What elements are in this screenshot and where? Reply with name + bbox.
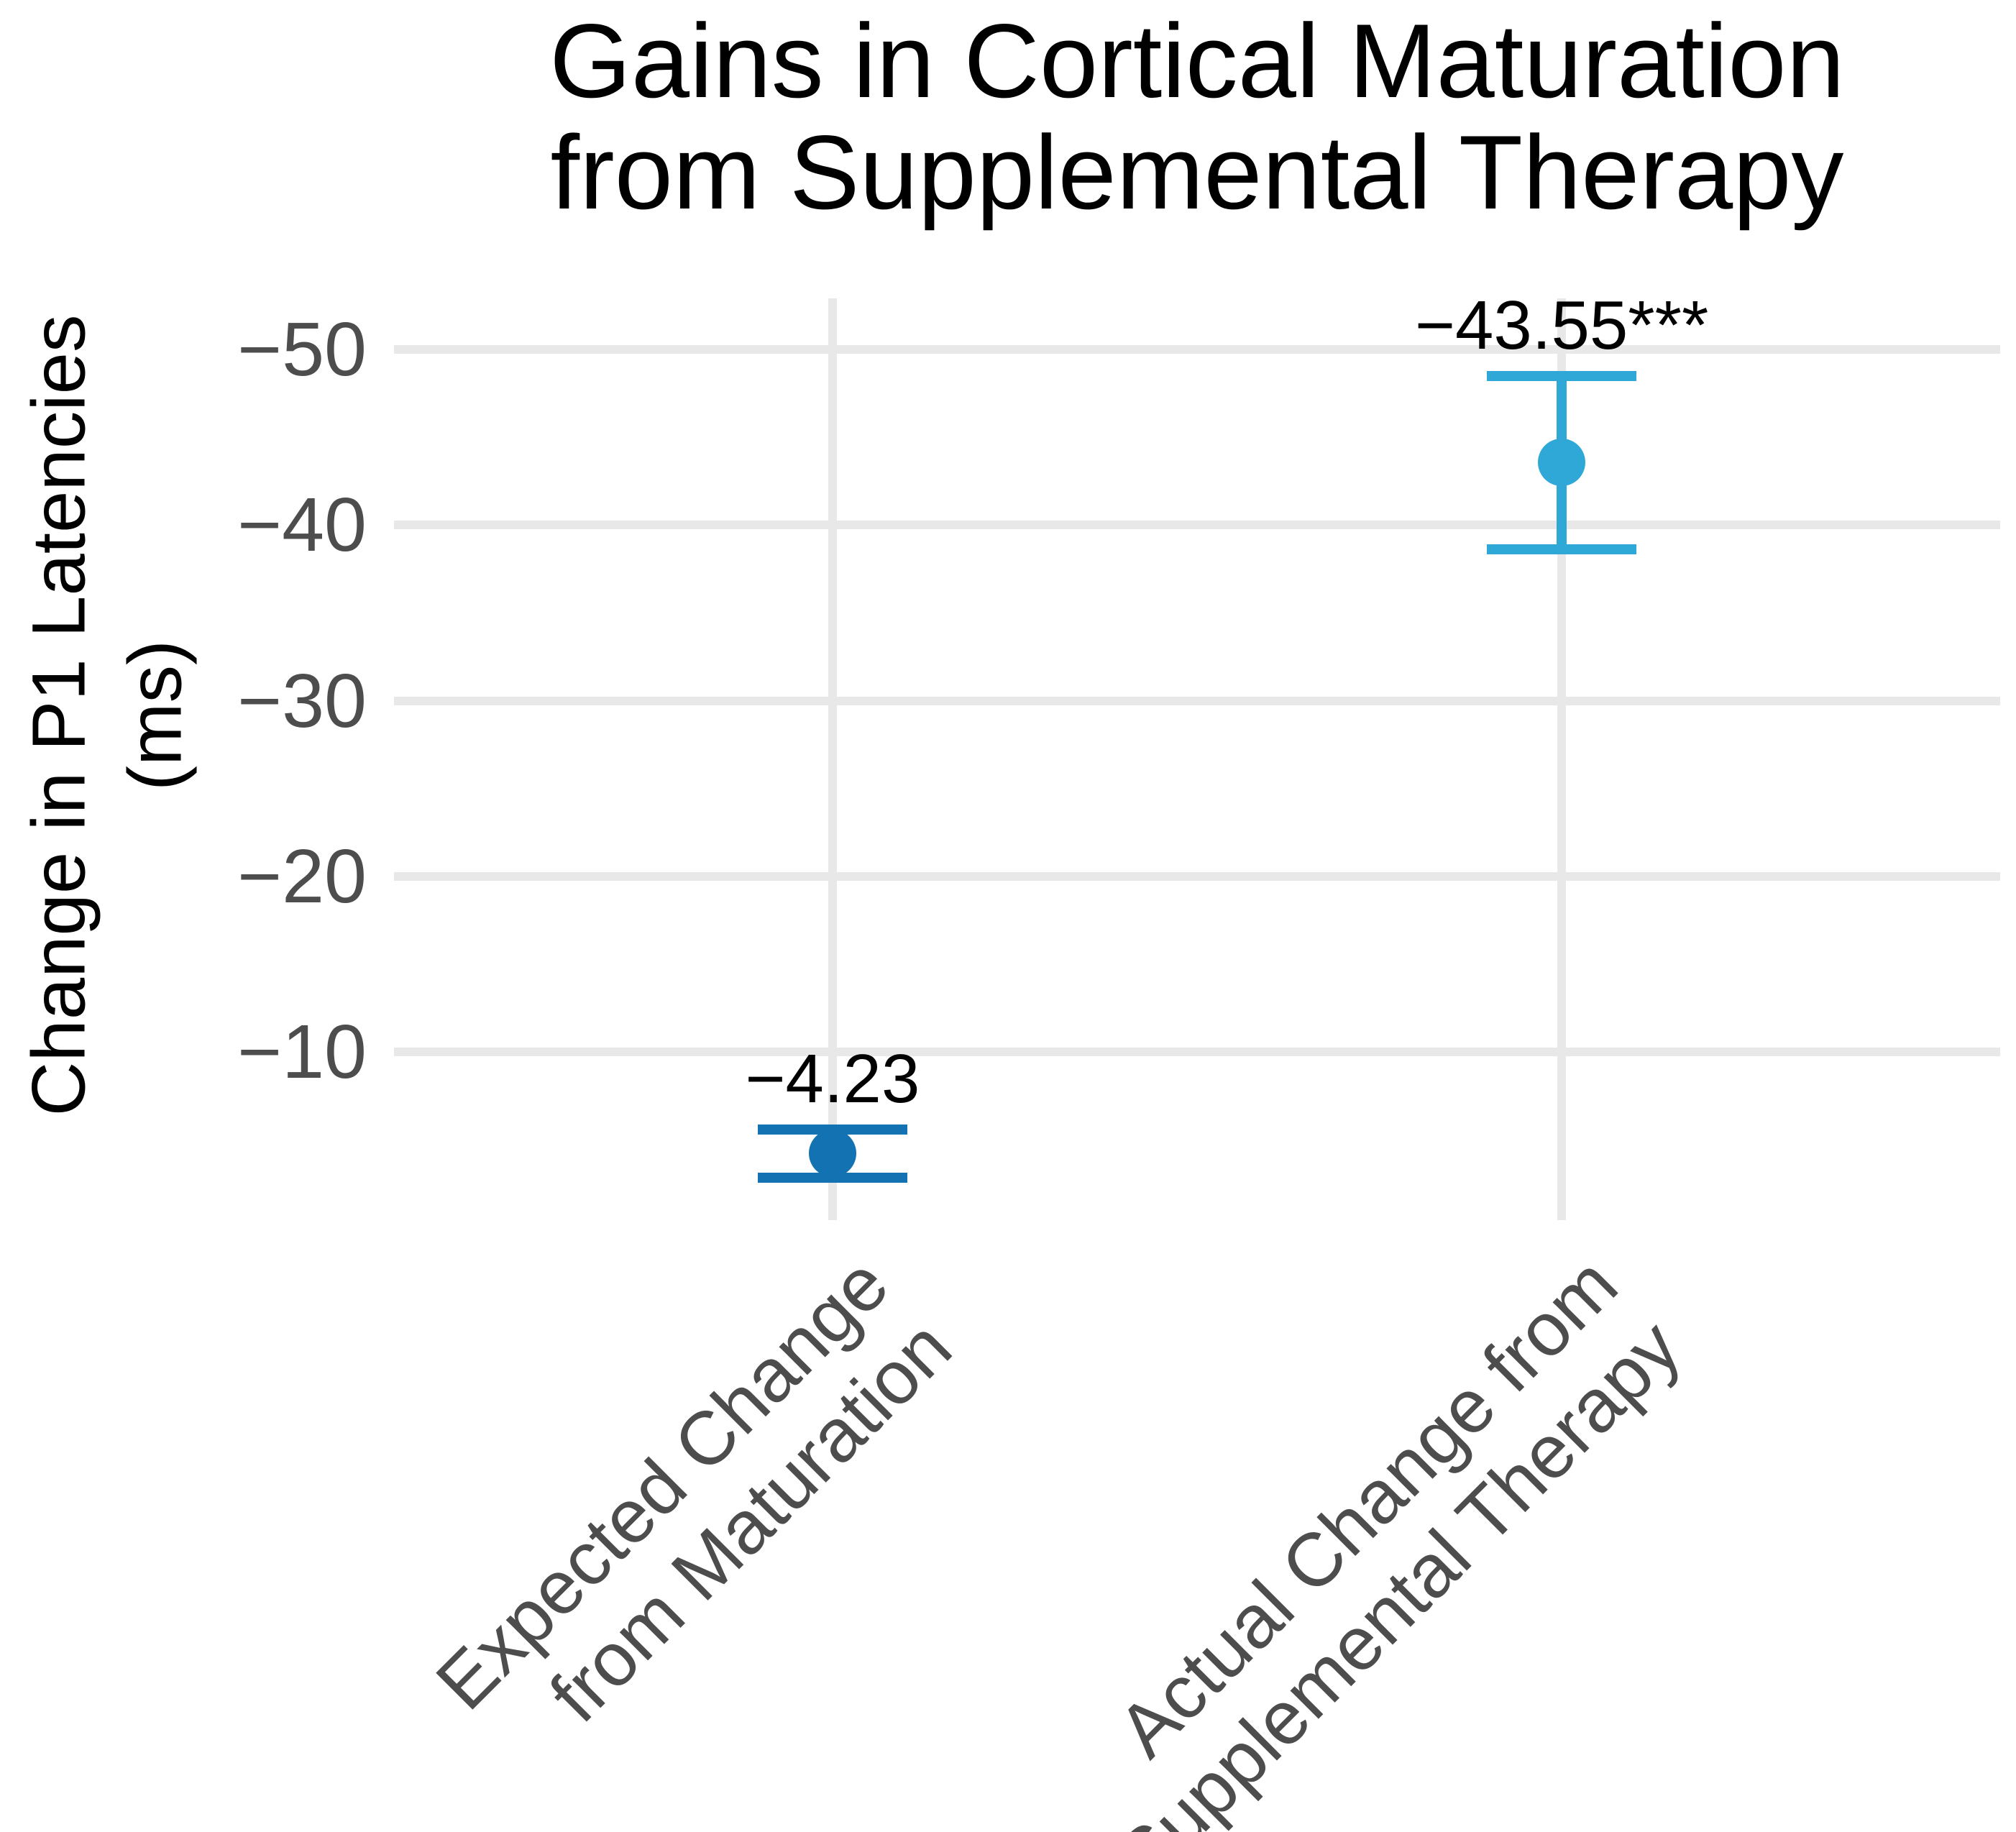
x-category-label-2: Actual Change from Supplemental Therapy bbox=[1101, 1242, 1697, 1832]
y-tick-label--40: −40 bbox=[237, 482, 367, 568]
chart-title: Gains in Cortical Maturation from Supple… bbox=[549, 2, 1845, 231]
y-tick-label--20: −20 bbox=[237, 833, 367, 919]
error-bar-cap-bottom-2 bbox=[1487, 544, 1637, 555]
error-bar-cap-bottom-1 bbox=[757, 1172, 907, 1183]
data-point-2 bbox=[1538, 439, 1586, 487]
gridline-y--30 bbox=[394, 696, 2000, 705]
gridline-y--50 bbox=[394, 344, 2000, 354]
data-point-value-label-1: −4.23 bbox=[745, 1040, 920, 1117]
gridline-y--10 bbox=[394, 1048, 2000, 1057]
y-tick-label--30: −30 bbox=[237, 658, 367, 743]
gridline-y--40 bbox=[394, 521, 2000, 530]
gridline-y--20 bbox=[394, 871, 2000, 881]
x-category-label-1: Expected Change from Maturation bbox=[420, 1242, 968, 1739]
y-tick-label--10: −10 bbox=[237, 1009, 367, 1095]
data-point-value-label-2: −43.55*** bbox=[1414, 286, 1709, 364]
error-bar-cap-top-1 bbox=[757, 1124, 907, 1135]
y-tick-label--50: −50 bbox=[237, 306, 367, 392]
gridline-x-category-1 bbox=[828, 298, 837, 1220]
data-point-1 bbox=[808, 1130, 856, 1178]
error-bar-cap-top-2 bbox=[1487, 370, 1637, 381]
